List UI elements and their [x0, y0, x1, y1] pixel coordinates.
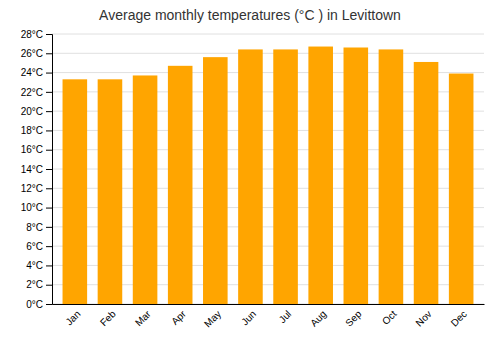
y-tick-label: 16°C [21, 144, 43, 155]
y-tick-label: 2°C [26, 279, 43, 290]
y-tick-label: 10°C [21, 202, 43, 213]
y-tick-mark [46, 188, 52, 189]
x-tick: Oct [380, 308, 399, 327]
y-tick-label: 18°C [21, 125, 43, 136]
bar [238, 49, 263, 304]
y-tick: 0°C [26, 299, 52, 310]
bars [63, 47, 474, 304]
x-tick: Aug [308, 308, 328, 328]
y-tick-mark [46, 285, 52, 286]
chart-container: Average monthly temperatures (°C ) in Le… [0, 0, 500, 350]
x-tick: Jun [239, 308, 258, 327]
y-tick-mark [46, 227, 52, 228]
y-tick-label: 24°C [21, 67, 43, 78]
x-tick: Jul [277, 308, 294, 325]
x-tick: Jan [63, 308, 82, 327]
y-tick-mark [46, 304, 52, 305]
x-tick: Feb [98, 308, 118, 328]
x-tick-label: Feb [98, 308, 118, 328]
y-tick-mark [46, 208, 52, 209]
y-tick: 6°C [26, 241, 52, 252]
y-tick: 14°C [21, 164, 52, 175]
bar [344, 48, 369, 305]
y-tick-mark [46, 111, 52, 112]
x-tick: Dec [449, 308, 469, 328]
x-tick-label: Nov [413, 308, 433, 328]
bar [379, 49, 404, 304]
chart-title: Average monthly temperatures (°C ) in Le… [99, 7, 401, 23]
y-axis: 0°C 2°C 4°C 6°C 8°C 10°C 12°C 14°C 16°C 18°C 20°C 2… [21, 29, 53, 310]
y-tick-label: 12°C [21, 183, 43, 194]
x-tick: Sep [343, 308, 364, 329]
y-tick: 24°C [21, 67, 52, 78]
x-tick: Apr [169, 308, 188, 327]
y-tick-label: 22°C [21, 87, 43, 98]
y-tick-mark [46, 169, 52, 170]
grid-line [52, 53, 484, 54]
y-tick: 12°C [21, 183, 52, 194]
y-tick: 28°C [21, 29, 52, 40]
y-tick-mark [46, 92, 52, 93]
y-tick-mark [46, 265, 52, 266]
y-tick-label: 14°C [21, 164, 43, 175]
y-tick: 16°C [21, 144, 52, 155]
bar [308, 47, 333, 304]
bar [414, 62, 439, 304]
y-tick-label: 20°C [21, 106, 43, 117]
y-tick: 18°C [21, 125, 52, 136]
y-tick-label: 4°C [26, 260, 43, 271]
grid-line [52, 34, 484, 35]
x-tick-label: Dec [449, 308, 469, 328]
y-tick-label: 0°C [26, 299, 43, 310]
y-tick-mark [46, 246, 52, 247]
y-tick: 10°C [21, 202, 52, 213]
y-tick-label: 26°C [21, 48, 43, 59]
y-tick-mark [46, 53, 52, 54]
y-axis-line [46, 35, 53, 305]
y-tick: 4°C [26, 260, 52, 271]
x-tick-label: Jun [239, 308, 258, 327]
y-tick-mark [46, 34, 52, 35]
x-tick-label: Apr [169, 308, 188, 327]
x-tick-label: Sep [343, 308, 364, 329]
x-tick-label: Aug [308, 308, 328, 328]
y-tick: 2°C [26, 279, 52, 290]
x-axis-line [53, 304, 485, 305]
x-tick-label: May [202, 308, 223, 329]
bar [203, 57, 228, 304]
y-tick-mark [46, 130, 52, 131]
y-tick: 8°C [26, 222, 52, 233]
bar [133, 75, 158, 304]
x-tick-label: Jan [63, 308, 82, 327]
x-axis: Jan Feb Mar Apr May Jun Jul Aug Sep Oct Nov Dec [53, 305, 485, 330]
y-tick-mark [46, 150, 52, 151]
x-tick-label: Oct [380, 308, 399, 327]
y-tick-mark [46, 73, 52, 74]
bar [273, 49, 298, 304]
bar [168, 66, 193, 304]
y-tick: 26°C [21, 48, 52, 59]
x-tick-label: Jul [277, 308, 294, 325]
bar [63, 79, 88, 304]
plot-area: 0°C 2°C 4°C 6°C 8°C 10°C 12°C 14°C 16°C 18°C 20°C 2… [21, 29, 485, 330]
y-tick: 22°C [21, 87, 52, 98]
x-tick: May [202, 308, 223, 329]
y-tick-label: 28°C [21, 29, 43, 40]
y-tick-label: 6°C [26, 241, 43, 252]
x-tick: Mar [133, 308, 153, 328]
bar [449, 74, 474, 304]
y-tick-label: 8°C [26, 222, 43, 233]
bar [98, 79, 123, 304]
grid [52, 34, 484, 304]
x-tick: Nov [413, 308, 433, 328]
y-tick: 20°C [21, 106, 52, 117]
x-tick-label: Mar [133, 308, 153, 328]
chart-svg: Average monthly temperatures (°C ) in Le… [0, 0, 500, 350]
